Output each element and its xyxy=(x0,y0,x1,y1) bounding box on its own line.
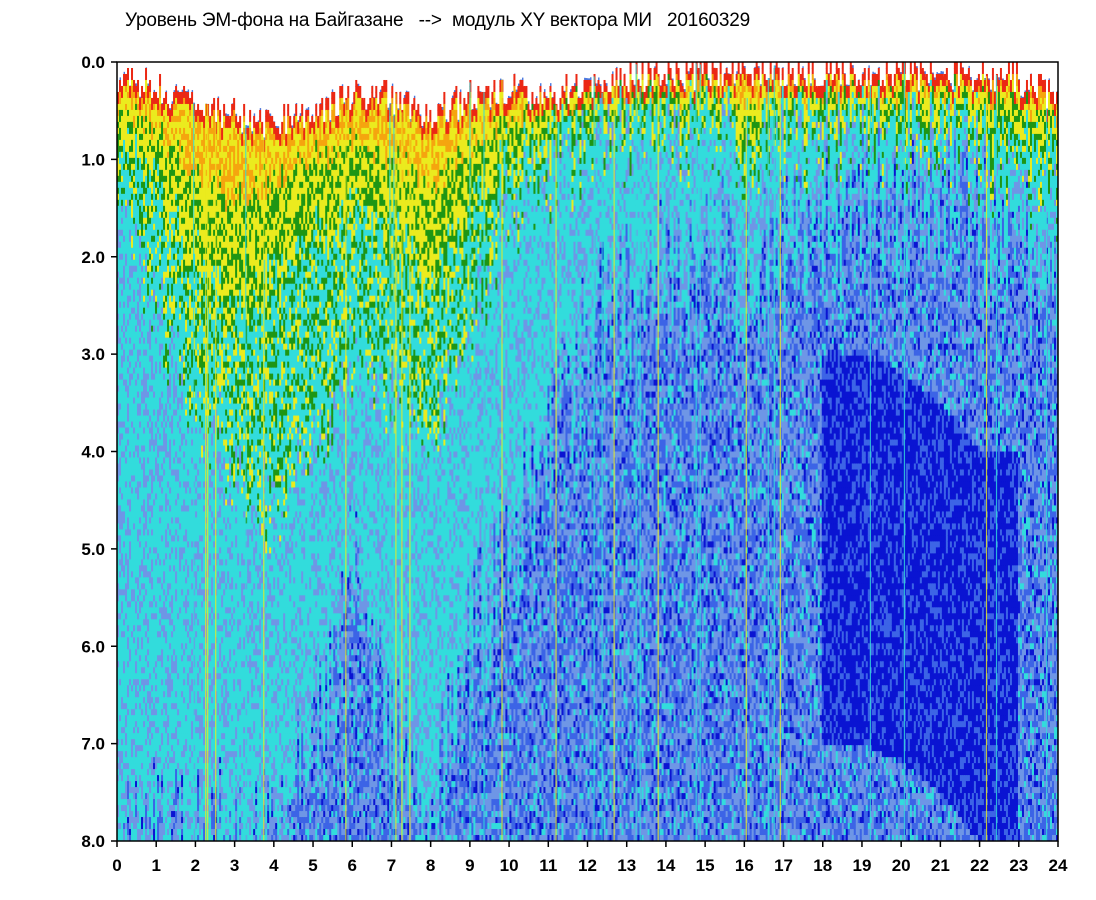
x-tick-label: 6 xyxy=(348,856,357,875)
x-tick-label: 16 xyxy=(735,856,754,875)
x-tick-label: 24 xyxy=(1049,856,1068,875)
y-tick-label: 1.0 xyxy=(81,150,105,169)
x-tick-label: 5 xyxy=(308,856,317,875)
x-tick-label: 2 xyxy=(191,856,200,875)
x-tick-label: 7 xyxy=(387,856,396,875)
x-tick-label: 8 xyxy=(426,856,435,875)
y-tick-label: 0.0 xyxy=(81,53,105,72)
x-tick-label: 4 xyxy=(269,856,279,875)
y-tick-label: 5.0 xyxy=(81,540,105,559)
y-tick-label: 4.0 xyxy=(81,443,105,462)
x-tick-label: 12 xyxy=(578,856,597,875)
x-tick-label: 1 xyxy=(151,856,160,875)
x-axis: 0 1 2 3 4 5 6 7 8 9 10 11 12 13 14 15 16 17 18 19 20 21 22 23 24 xyxy=(112,841,1068,875)
y-tick-label: 6.0 xyxy=(81,637,105,656)
x-tick-label: 23 xyxy=(1009,856,1028,875)
y-axis: 0.0 1.0 2.0 3.0 4.0 5.0 6.0 7.0 8.0 xyxy=(81,53,117,851)
y-tick-label: 3.0 xyxy=(81,345,105,364)
heatmap-area xyxy=(117,62,1059,842)
y-tick-label: 7.0 xyxy=(81,735,105,754)
x-tick-label: 3 xyxy=(230,856,239,875)
x-tick-label: 17 xyxy=(774,856,793,875)
x-tick-label: 20 xyxy=(892,856,911,875)
x-tick-label: 13 xyxy=(617,856,636,875)
x-tick-label: 9 xyxy=(465,856,474,875)
x-tick-label: 15 xyxy=(696,856,715,875)
y-tick-label: 8.0 xyxy=(81,832,105,851)
x-tick-label: 22 xyxy=(970,856,989,875)
x-tick-label: 0 xyxy=(112,856,121,875)
x-tick-label: 21 xyxy=(931,856,950,875)
x-tick-label: 11 xyxy=(539,856,557,875)
y-tick-label: 2.0 xyxy=(81,248,105,267)
x-tick-label: 19 xyxy=(852,856,871,875)
x-tick-label: 10 xyxy=(500,856,519,875)
x-tick-label: 14 xyxy=(656,856,675,875)
x-tick-label: 18 xyxy=(813,856,832,875)
